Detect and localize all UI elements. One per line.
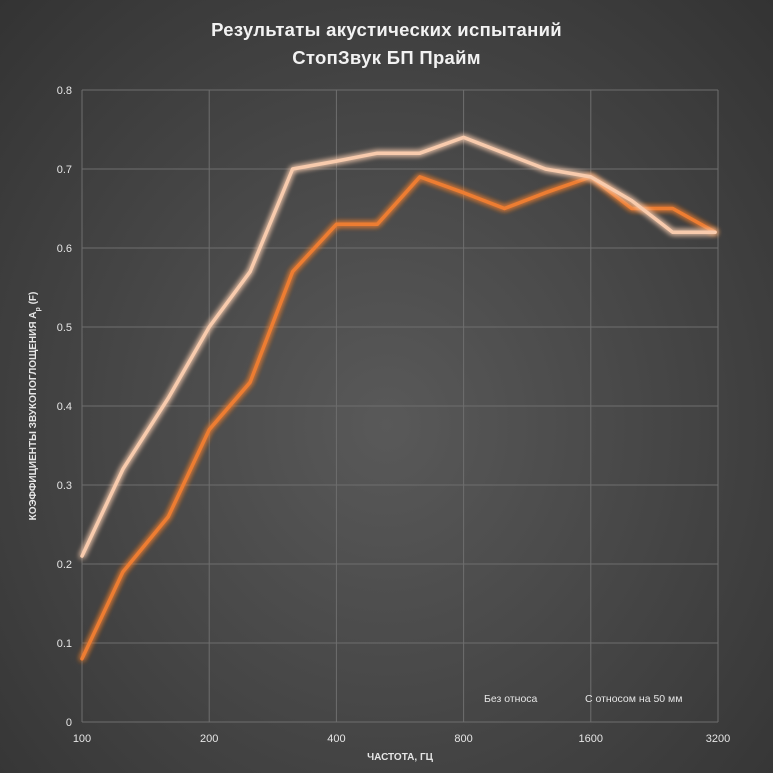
y-axis-title: КОЭФФИЦИЕНТЫ ЗВУКОПОГЛОЩЕНИЯ Ap (F)	[28, 292, 42, 521]
y-tick-label: 0.3	[57, 480, 72, 492]
series-line-2	[80, 135, 717, 558]
y-axis-title-symbol: A	[28, 311, 39, 318]
x-tick-label: 1600	[579, 733, 603, 745]
y-tick-label: 0.5	[57, 322, 72, 334]
y-tick-label: 0.7	[57, 164, 72, 176]
y-axis-title-subscript: p	[35, 307, 42, 311]
gridlines	[81, 89, 719, 723]
x-axis-title: ЧАСТОТА, ГЦ	[367, 752, 434, 763]
legend-label: С относом на 50 мм	[585, 693, 683, 705]
x-tick-label: 800	[454, 733, 472, 745]
legend: Без относа С относом на 50 мм	[453, 693, 683, 705]
series-line-1	[80, 175, 717, 661]
chart-title: Результаты акустических испытаний	[211, 19, 562, 40]
x-tick-label: 3200	[706, 733, 730, 745]
x-axis: 100 200 400 800 1600 3200	[73, 733, 730, 745]
y-tick-label: 0.6	[57, 243, 72, 255]
y-axis: 0 0.1 0.2 0.3 0.4 0.5 0.6 0.7 0.8	[57, 85, 72, 729]
chart-title-block: Результаты акустических испытаний СтопЗв…	[0, 16, 773, 72]
y-tick-label: 0.4	[57, 401, 72, 413]
legend-label: Без относа	[484, 693, 538, 705]
y-axis-title-suffix: (F)	[28, 292, 39, 308]
y-tick-label: 0	[66, 717, 72, 729]
series-lines	[80, 135, 717, 661]
y-tick-label: 0.2	[57, 559, 72, 571]
x-tick-label: 200	[200, 733, 218, 745]
y-axis-title-main: КОЭФФИЦИЕНТЫ ЗВУКОПОГЛОЩЕНИЯ	[28, 321, 39, 520]
x-tick-label: 400	[327, 733, 345, 745]
y-tick-label: 0.1	[57, 638, 72, 650]
x-tick-label: 100	[73, 733, 91, 745]
y-tick-label: 0.8	[57, 85, 72, 97]
chart-subtitle: СтопЗвук БП Прайм	[292, 47, 481, 68]
